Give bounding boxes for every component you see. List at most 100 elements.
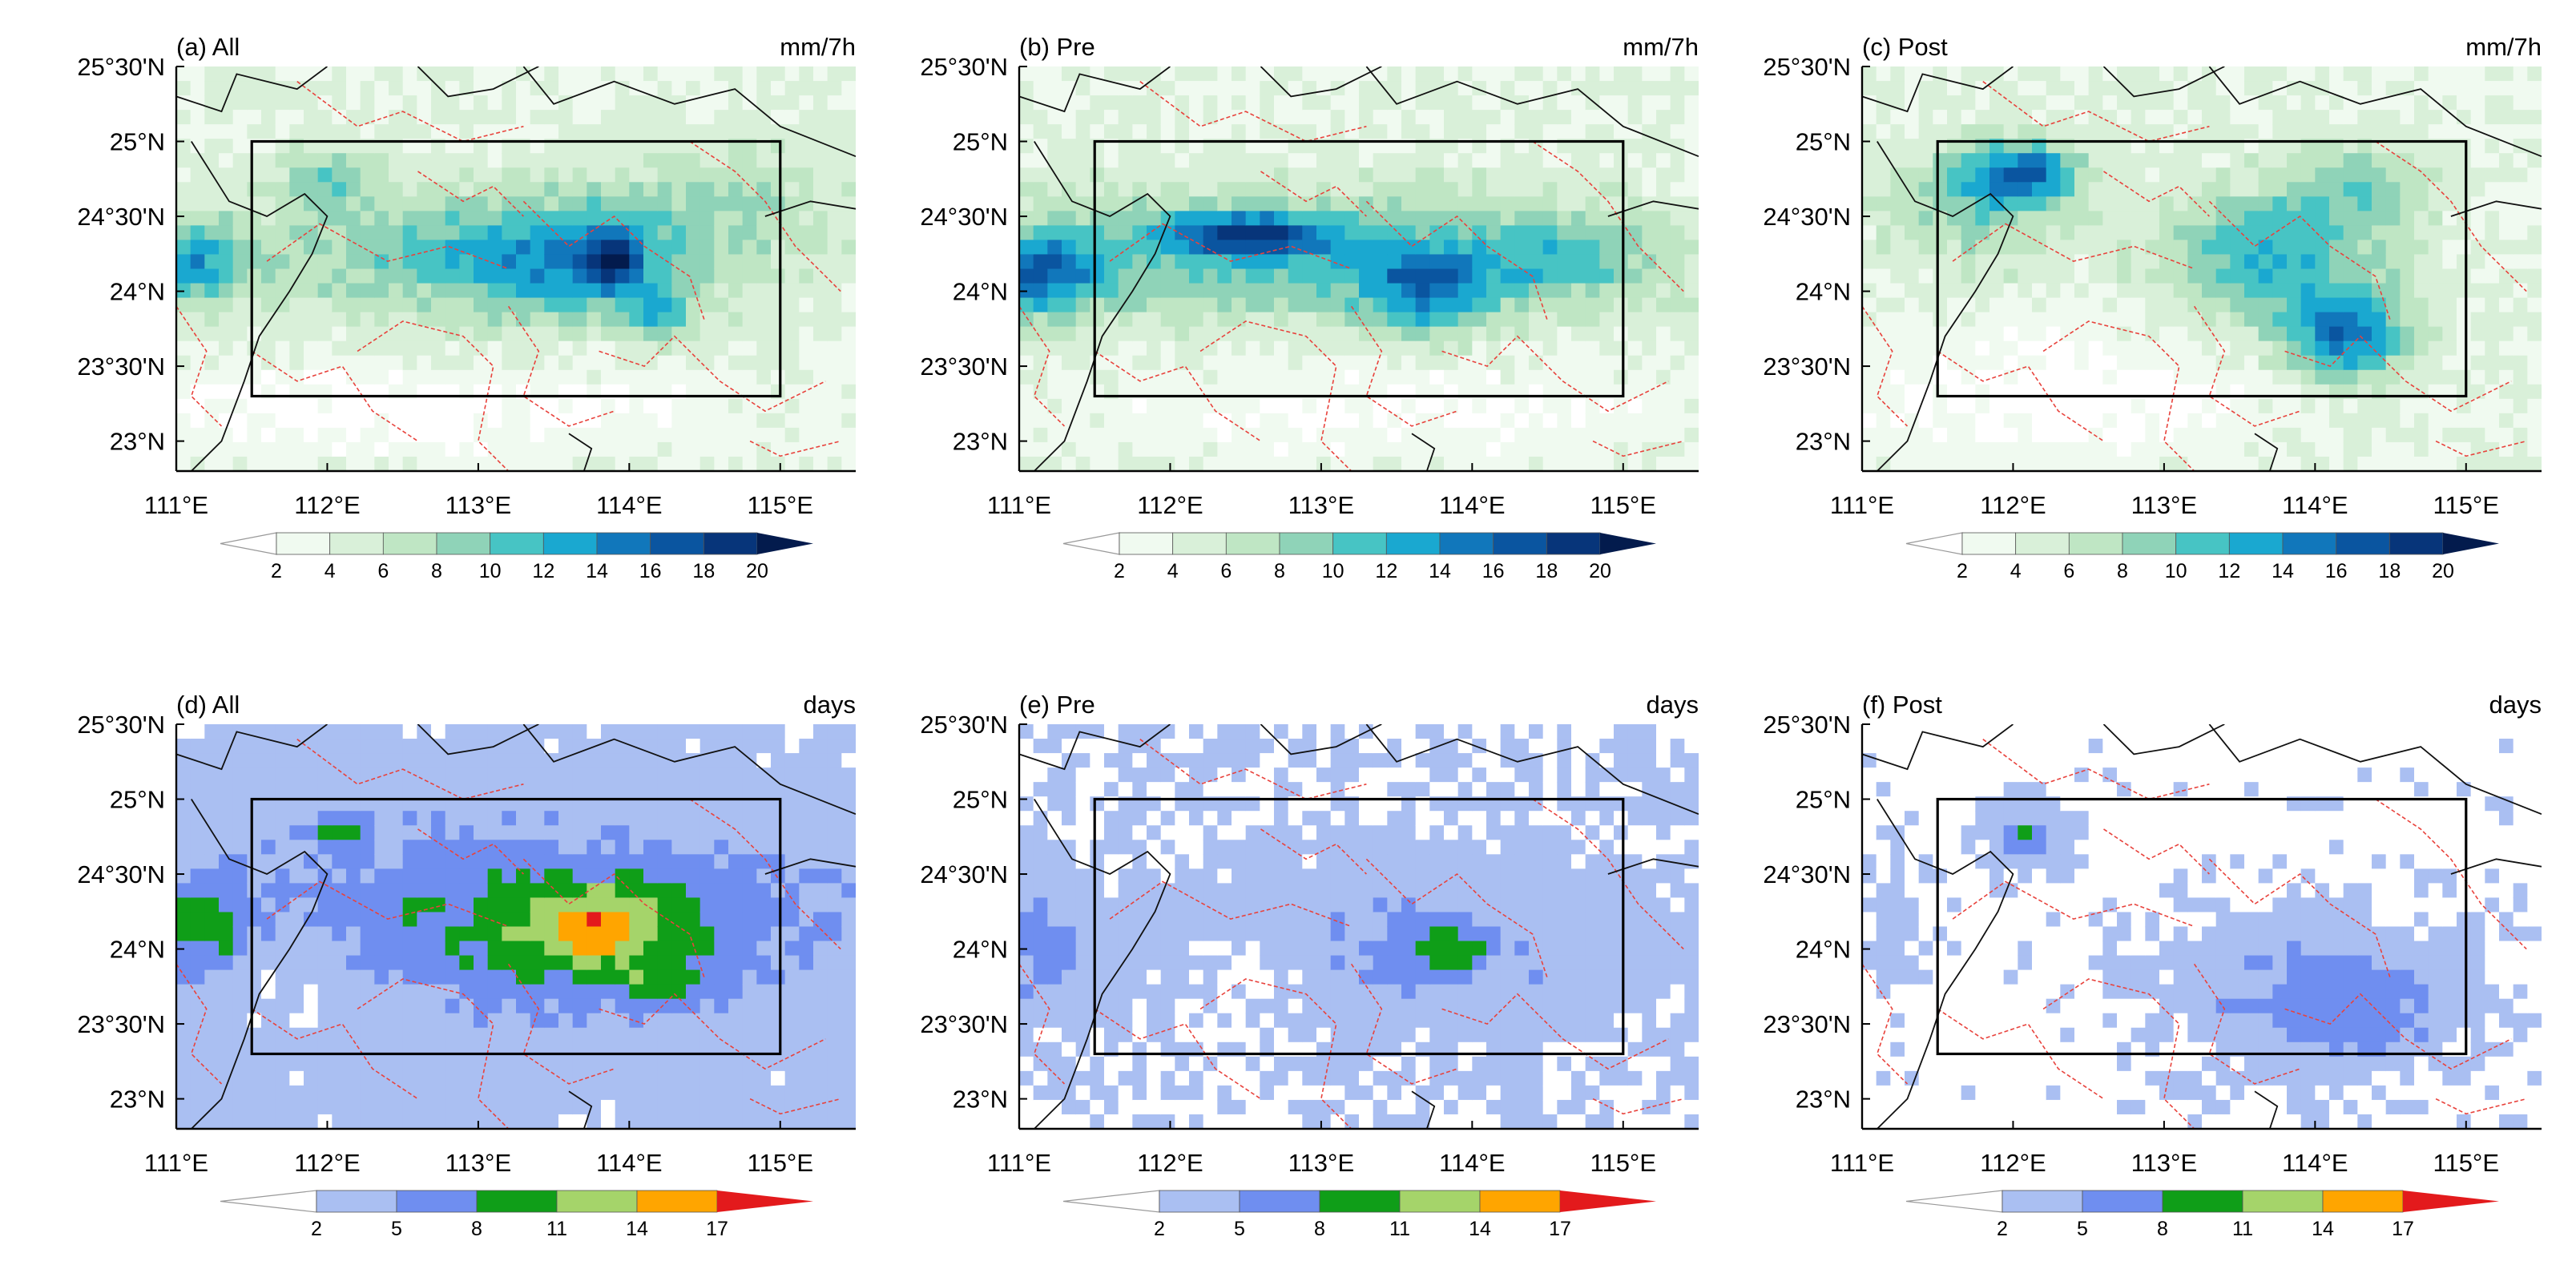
field-cell xyxy=(275,969,290,985)
field-cell xyxy=(615,153,630,168)
field-cell xyxy=(1019,211,1034,226)
field-cell xyxy=(304,811,319,826)
field-cell xyxy=(374,182,389,197)
field-cell xyxy=(176,225,191,241)
field-cell xyxy=(2513,441,2528,457)
field-cell xyxy=(771,167,786,183)
field-cell xyxy=(2159,369,2175,385)
field-cell xyxy=(2088,124,2103,139)
field-cell xyxy=(275,883,290,899)
field-cell xyxy=(530,297,545,313)
field-cell xyxy=(304,297,319,313)
field-cell xyxy=(261,984,276,1000)
field-cell xyxy=(2485,369,2500,385)
field-cell xyxy=(2414,413,2429,429)
field-cell xyxy=(360,167,375,183)
field-cell xyxy=(784,283,800,299)
field-cell xyxy=(1147,268,1162,284)
field-cell xyxy=(247,955,262,971)
field-cell xyxy=(317,854,333,869)
panel-units: mm/7h xyxy=(780,33,856,61)
field-cell xyxy=(827,398,842,414)
field-cell xyxy=(2527,110,2542,125)
field-cell xyxy=(1457,427,1473,443)
field-cell xyxy=(332,753,347,768)
field-cell xyxy=(1401,110,1417,125)
field-cell xyxy=(459,897,474,913)
field-cell xyxy=(2513,413,2528,429)
field-cell xyxy=(1118,297,1133,313)
field-cell xyxy=(1514,456,1530,471)
field-cell xyxy=(261,1070,276,1086)
field-cell xyxy=(1075,340,1090,357)
field-cell xyxy=(2499,254,2514,270)
field-cell xyxy=(1118,240,1133,256)
field-cell xyxy=(2187,182,2203,197)
field-cell xyxy=(2088,254,2103,270)
field-cell xyxy=(784,312,800,328)
field-cell xyxy=(2470,95,2485,111)
field-cell xyxy=(1175,196,1190,212)
field-cell xyxy=(1189,66,1204,82)
field-cell xyxy=(2414,95,2429,111)
field-cell xyxy=(1062,297,1077,313)
field-cell xyxy=(417,283,432,299)
field-cell xyxy=(1500,312,1515,328)
field-cell xyxy=(459,825,474,840)
field-cell xyxy=(544,1056,559,1072)
field-cell xyxy=(431,926,446,942)
field-cell xyxy=(2074,167,2090,183)
field-cell xyxy=(2244,283,2260,299)
field-cell xyxy=(1047,312,1062,328)
field-cell xyxy=(2315,240,2330,256)
field-cell xyxy=(1019,340,1034,357)
field-cell xyxy=(2187,153,2203,168)
field-cell xyxy=(1189,427,1204,443)
field-cell xyxy=(2187,340,2203,357)
field-cell xyxy=(530,811,545,826)
field-cell xyxy=(1104,225,1119,241)
field-cell xyxy=(516,883,531,899)
field-cell xyxy=(2470,153,2485,168)
field-cell xyxy=(2272,427,2288,443)
field-cell xyxy=(1961,110,1976,125)
field-cell xyxy=(417,782,432,797)
field-cell xyxy=(304,984,319,1000)
field-cell xyxy=(2187,167,2203,183)
province-boundary xyxy=(2208,66,2542,158)
field-cell xyxy=(232,340,248,357)
field-cell xyxy=(1585,312,1600,328)
colorbar-box xyxy=(1439,532,1494,555)
field-cell xyxy=(1472,297,1487,313)
field-cell xyxy=(431,110,446,125)
field-cell xyxy=(2414,326,2429,342)
field-cell xyxy=(1288,196,1303,212)
field-cell xyxy=(232,724,248,739)
field-cell xyxy=(374,840,389,855)
field-cell xyxy=(232,182,248,197)
field-cell xyxy=(1514,153,1530,168)
field-cell xyxy=(1557,196,1572,212)
field-cell xyxy=(1274,182,1289,197)
field-cell xyxy=(360,1085,375,1101)
field-cell xyxy=(1387,441,1402,457)
field-cell xyxy=(1947,240,1962,256)
field-cell xyxy=(219,811,234,826)
field-cell xyxy=(728,225,744,241)
field-cell xyxy=(232,124,248,139)
field-cell xyxy=(1203,66,1218,82)
field-cell xyxy=(2032,413,2047,429)
field-cell xyxy=(1542,196,1558,212)
field-cell xyxy=(459,441,474,457)
field-cell xyxy=(332,912,347,928)
field-cell xyxy=(1203,153,1218,168)
field-cell xyxy=(643,369,659,385)
field-cell xyxy=(1890,456,1905,471)
field-cell xyxy=(204,796,220,812)
field-cell xyxy=(2300,182,2316,197)
field-cell xyxy=(1429,196,1445,212)
field-cell xyxy=(459,196,474,212)
field-cell xyxy=(1472,167,1487,183)
field-cell xyxy=(2173,196,2188,212)
field-cell xyxy=(2131,297,2146,313)
